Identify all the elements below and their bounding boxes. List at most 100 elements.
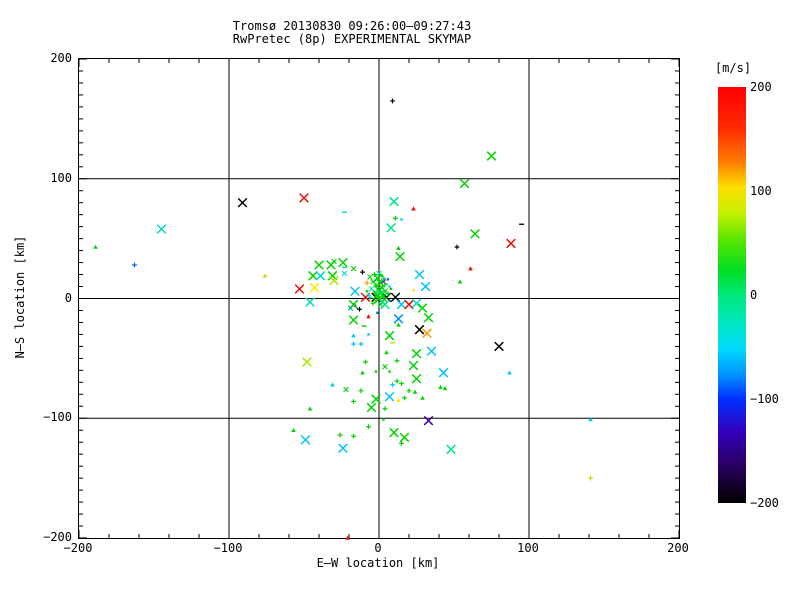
data-point [374,299,378,303]
data-point [411,298,422,309]
x-tick-label: −200 [63,541,93,555]
data-point [588,475,593,481]
data-point [420,395,425,400]
data-point [380,293,387,299]
data-point [470,229,480,239]
y-tick-label: 200 [50,51,72,65]
data-point [305,297,315,307]
data-point [329,275,339,286]
data-point [374,370,378,373]
data-point [389,427,399,438]
colorbar-tick-label: −100 [750,392,779,406]
data-point [156,224,167,234]
data-point [299,193,309,203]
data-point [350,265,357,272]
data-point [370,278,376,285]
data-point [357,306,362,312]
data-point [364,280,370,286]
data-point [411,206,416,211]
data-point [411,348,422,359]
data-point [422,328,432,339]
data-point [486,151,497,161]
colorbar-tick-label: 0 [750,288,758,302]
data-point [386,278,390,281]
data-point [291,427,296,433]
data-point [412,288,415,292]
data-point [345,535,350,540]
data-point [366,402,377,413]
data-point [423,312,434,323]
data-point [384,350,389,355]
data-point [507,370,512,375]
data-point [395,251,405,262]
data-point [423,415,434,426]
data-point [388,370,391,373]
data-point [390,382,395,388]
data-point [390,292,401,303]
y-tick-label: −200 [43,530,72,544]
data-point [348,299,359,310]
y-axis-label: N–S location [km] [13,235,27,359]
data-point [442,386,448,391]
data-point [494,341,504,352]
data-point [368,286,375,292]
data-point [399,440,404,446]
data-point [337,432,343,438]
data-point [426,346,437,357]
x-axis-label: E–W location [km] [316,556,440,570]
data-point [393,215,398,221]
data-point [396,397,401,403]
data-point [412,389,418,394]
data-point [438,384,443,389]
data-point [315,270,326,281]
data-point [393,314,404,324]
data-point [294,284,305,294]
data-point [457,279,463,284]
colorbar-tick-label: 200 [750,80,772,94]
data-point [399,381,404,386]
data-point [588,417,593,422]
data-point [367,333,370,336]
data-point [396,322,401,327]
data-point [237,197,248,208]
data-point [394,378,400,384]
data-point [309,282,320,293]
data-point [360,269,365,275]
colorbar-tick-label: −200 [750,496,779,510]
data-point [350,286,360,297]
data-point [338,257,348,268]
data-point [367,293,370,297]
x-tick-label: 100 [517,541,539,555]
data-point [93,244,98,249]
data-point [390,98,395,104]
data-point [382,418,385,421]
data-point [506,238,516,249]
chart-title: Tromsø 20130830 09:26:00–09:27:43 RwPret… [52,20,652,46]
data-point [371,394,381,404]
data-point [438,367,449,378]
x-tick-label: −100 [213,541,243,555]
x-tick-label: 0 [374,541,382,555]
chart-title-line2: RwPretec (8p) EXPERIMENTAL SKYMAP [232,32,472,46]
data-point [384,391,395,402]
data-point [351,333,356,338]
data-point [366,314,371,319]
data-point [330,382,335,387]
data-point [380,274,384,277]
data-point [307,406,313,411]
data-point [262,273,268,278]
data-point [358,341,364,347]
data-point [396,299,407,310]
data-point [388,285,391,288]
y-tick-label: −100 [43,410,72,425]
x-tick-label: 200 [667,541,689,555]
data-point [372,273,383,283]
data-point [394,358,400,364]
scatter-plot-canvas [78,58,680,540]
data-point [399,432,410,443]
data-point [459,178,470,189]
data-point [132,262,137,268]
data-point [382,363,388,370]
data-point [376,311,379,315]
